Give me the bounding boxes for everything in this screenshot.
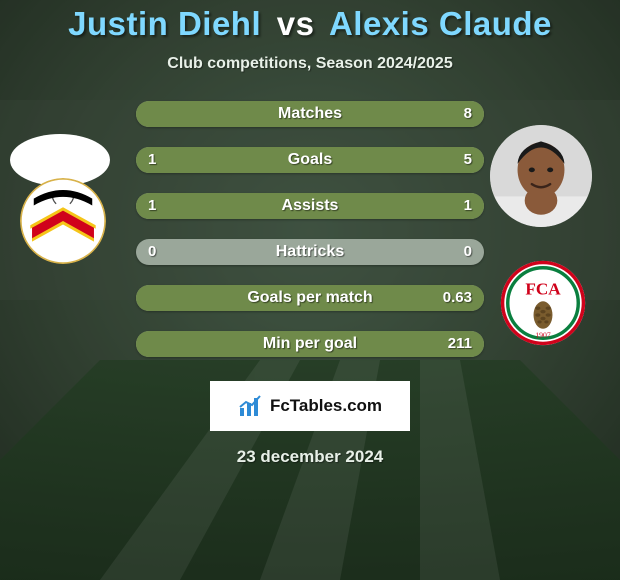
comparison-bars: Matches8Goals15Assists11Hattricks00Goals… <box>136 101 484 357</box>
stat-row: Goals per match0.63 <box>136 285 484 311</box>
stat-value-right: 0 <box>464 239 472 265</box>
stat-row: Hattricks0 0 <box>136 239 484 265</box>
stat-label: Goals per match <box>136 285 484 311</box>
title-vs: vs <box>277 5 315 42</box>
svg-text:1907: 1907 <box>535 330 551 339</box>
fctables-icon <box>238 394 264 418</box>
stat-value-right: 1 <box>464 193 472 219</box>
player2-avatar <box>490 125 592 227</box>
player2-club-badge: FCA 1907 <box>500 260 586 346</box>
stat-value-right: 0.63 <box>443 285 472 311</box>
player1-club-badge <box>20 178 106 264</box>
stat-label: Min per goal <box>136 331 484 357</box>
stat-label: Assists <box>136 193 484 219</box>
fctables-text: FcTables.com <box>270 396 382 416</box>
stat-label: Matches <box>136 101 484 127</box>
stat-row: Matches8 <box>136 101 484 127</box>
stat-row: Min per goal211 <box>136 331 484 357</box>
stat-label: Hattricks <box>136 239 484 265</box>
title-player2: Alexis Claude <box>329 5 552 42</box>
stat-value-right: 211 <box>448 331 472 357</box>
stat-row: Goals1 5 <box>136 147 484 173</box>
stat-value-left: 1 <box>148 193 156 219</box>
fctables-logo: FcTables.com <box>210 381 410 431</box>
svg-text:FCA: FCA <box>525 279 561 298</box>
date: 23 december 2024 <box>0 447 620 467</box>
page-title: Justin Diehl vs Alexis Claude <box>0 5 620 43</box>
stat-row: Assists1 1 <box>136 193 484 219</box>
title-player1: Justin Diehl <box>68 5 261 42</box>
stat-value-left: 1 <box>148 147 156 173</box>
stat-label: Goals <box>136 147 484 173</box>
stat-value-left: 0 <box>148 239 156 265</box>
subtitle: Club competitions, Season 2024/2025 <box>0 55 620 73</box>
stat-value-right: 5 <box>464 147 472 173</box>
stat-value-right: 8 <box>464 101 472 127</box>
